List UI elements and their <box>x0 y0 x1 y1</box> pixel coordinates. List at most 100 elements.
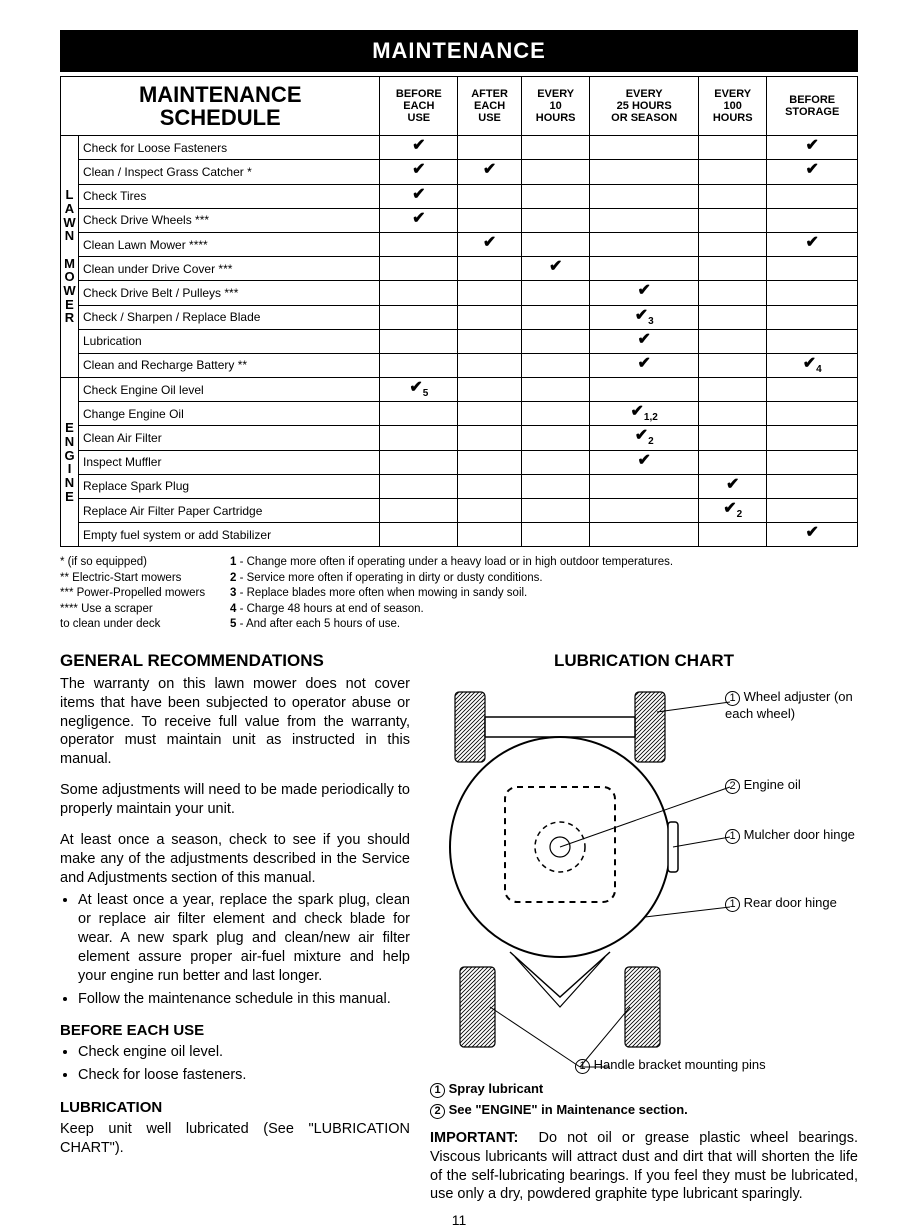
mark-cell <box>698 232 766 256</box>
mark-cell <box>767 378 858 402</box>
general-p3: At least once a season, check to see if … <box>60 831 410 888</box>
mark-cell: ✔ <box>698 474 766 498</box>
mark-cell: ✔ <box>380 136 458 160</box>
col-head-2: EVERY10HOURS <box>521 77 589 136</box>
general-bullet: At least once a year, replace the spark … <box>78 891 410 985</box>
mark-cell: ✔ <box>521 257 589 281</box>
before-use-heading: BEFORE EACH USE <box>60 1022 410 1039</box>
mark-cell <box>698 402 766 426</box>
mark-cell: ✔ <box>590 281 699 305</box>
col-head-0: BEFOREEACHUSE <box>380 77 458 136</box>
mark-cell: ✔ <box>767 160 858 184</box>
mark-cell <box>458 523 522 547</box>
mark-cell <box>590 160 699 184</box>
footnote-right-line: 5 - And after each 5 hours of use. <box>230 617 858 633</box>
label-wheel-adjuster: 1 Wheel adjuster (on each wheel) <box>725 689 858 722</box>
mark-cell <box>698 305 766 329</box>
mower-diagram-svg <box>430 677 810 1077</box>
task-cell: Clean Lawn Mower **** <box>79 232 380 256</box>
mark-cell <box>521 523 589 547</box>
mark-cell <box>698 450 766 474</box>
mark-cell <box>590 257 699 281</box>
page-number: 11 <box>60 1212 858 1228</box>
mark-cell <box>767 499 858 523</box>
mark-cell <box>767 426 858 450</box>
mark-cell <box>521 378 589 402</box>
task-cell: Replace Air Filter Paper Cartridge <box>79 499 380 523</box>
mark-cell <box>767 257 858 281</box>
task-cell: Change Engine Oil <box>79 402 380 426</box>
mark-cell <box>521 208 589 232</box>
mark-cell <box>458 450 522 474</box>
mark-cell <box>767 305 858 329</box>
footnotes: * (if so equipped)** Electric-Start mowe… <box>60 555 858 633</box>
mark-cell <box>767 208 858 232</box>
mark-cell: ✔ <box>380 208 458 232</box>
footnote-left-line: to clean under deck <box>60 617 230 633</box>
mark-cell <box>380 499 458 523</box>
important-note: IMPORTANT: Do not oil or grease plastic … <box>430 1129 858 1204</box>
mark-cell <box>458 184 522 208</box>
left-column: GENERAL RECOMMENDATIONS The warranty on … <box>60 651 410 1204</box>
task-cell: Replace Spark Plug <box>79 474 380 498</box>
lube-key: 1 Spray lubricant 2 See "ENGINE" in Main… <box>430 1081 858 1119</box>
mark-cell <box>767 474 858 498</box>
task-cell: Check Drive Wheels *** <box>79 208 380 232</box>
mark-cell <box>458 257 522 281</box>
lube-chart-heading: LUBRICATION CHART <box>430 651 858 671</box>
general-p2: Some adjustments will need to be made pe… <box>60 781 410 819</box>
label-rear-door: 1 Rear door hinge <box>725 895 837 912</box>
mark-cell <box>698 257 766 281</box>
footnote-right-line: 1 - Change more often if operating under… <box>230 555 858 571</box>
task-cell: Check Tires <box>79 184 380 208</box>
mark-cell <box>458 402 522 426</box>
mark-cell: ✔ <box>590 353 699 377</box>
mark-cell <box>698 184 766 208</box>
label-engine-oil: 2 Engine oil <box>725 777 801 794</box>
col-head-3: EVERY25 HOURSOR SEASON <box>590 77 699 136</box>
mark-cell <box>767 184 858 208</box>
task-cell: Check Engine Oil level <box>79 378 380 402</box>
mark-cell <box>767 450 858 474</box>
label-mulcher: 1 Mulcher door hinge <box>725 827 855 844</box>
label-handle-bracket: 1 Handle bracket mounting pins <box>575 1057 805 1074</box>
mark-cell <box>458 305 522 329</box>
mark-cell: ✔ <box>458 232 522 256</box>
mark-cell <box>521 232 589 256</box>
mark-cell <box>458 499 522 523</box>
mark-cell <box>380 474 458 498</box>
footnote-left-line: **** Use a scraper <box>60 602 230 618</box>
mark-cell <box>698 136 766 160</box>
mark-cell <box>698 353 766 377</box>
mark-cell <box>458 329 522 353</box>
task-cell: Check for Loose Fasteners <box>79 136 380 160</box>
before-use-bullet: Check engine oil level. <box>78 1043 410 1062</box>
mark-cell <box>521 450 589 474</box>
mark-cell: ✔3 <box>590 305 699 329</box>
mark-cell <box>521 281 589 305</box>
mark-cell <box>698 378 766 402</box>
footnote-left-line: *** Power-Propelled mowers <box>60 586 230 602</box>
task-cell: Clean Air Filter <box>79 426 380 450</box>
task-cell: Clean and Recharge Battery ** <box>79 353 380 377</box>
task-cell: Clean under Drive Cover *** <box>79 257 380 281</box>
mark-cell <box>521 402 589 426</box>
mark-cell <box>380 232 458 256</box>
mark-cell <box>698 426 766 450</box>
task-cell: Check / Sharpen / Replace Blade <box>79 305 380 329</box>
mark-cell <box>458 378 522 402</box>
mark-cell <box>458 426 522 450</box>
mark-cell: ✔ <box>380 160 458 184</box>
mark-cell <box>380 281 458 305</box>
group-label: LAWN MOWER <box>61 136 79 378</box>
mark-cell: ✔4 <box>767 353 858 377</box>
mark-cell <box>521 160 589 184</box>
schedule-title: MAINTENANCESCHEDULE <box>61 77 380 136</box>
general-bullet: Follow the maintenance schedule in this … <box>78 990 410 1009</box>
footnote-left-line: * (if so equipped) <box>60 555 230 571</box>
mark-cell <box>380 523 458 547</box>
mark-cell <box>590 232 699 256</box>
mark-cell <box>698 160 766 184</box>
mark-cell <box>590 523 699 547</box>
mark-cell <box>590 208 699 232</box>
